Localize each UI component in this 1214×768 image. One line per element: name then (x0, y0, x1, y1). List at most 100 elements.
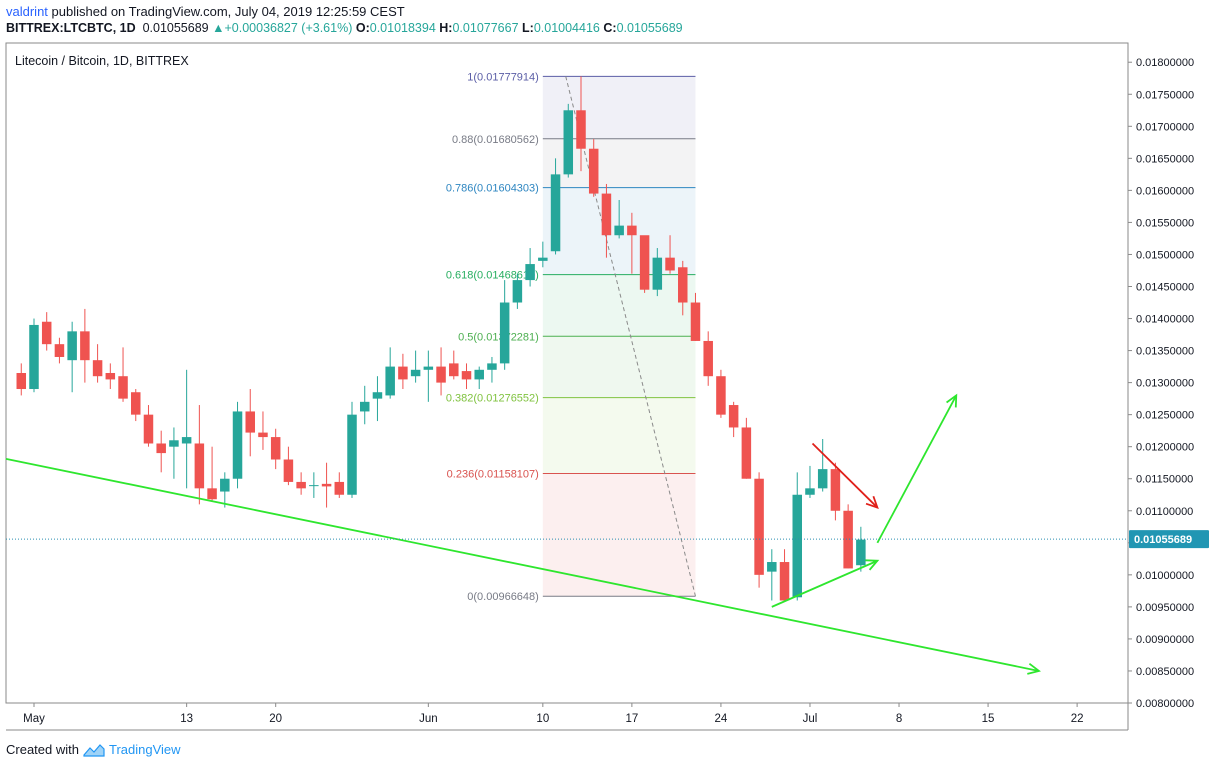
close-label: C: (603, 21, 617, 35)
trendline (811, 442, 879, 509)
fib-band (542, 473, 696, 597)
candle-down (588, 148, 599, 194)
author-link[interactable]: valdrint (6, 4, 48, 19)
candle-down (576, 110, 586, 149)
price-tick-label: 0.01700000 (1136, 121, 1194, 133)
time-axis[interactable]: May 13 20 Jun 10 17 24 Jul 8 15 22 (23, 703, 1084, 725)
current-price-marker: 0.01055689 (6, 530, 1209, 549)
price-tick-label: 0.00900000 (1136, 634, 1194, 646)
price-tick-label: 0.01150000 (1136, 474, 1193, 486)
tradingview-brand[interactable]: TradingView (108, 742, 181, 757)
fib-level-label: 0.786(0.01604303) (446, 183, 539, 195)
candle-up (550, 174, 561, 252)
candle-down (131, 392, 141, 415)
published-text: published on TradingView.com, July 04, 2… (51, 4, 405, 19)
candle-down (703, 340, 713, 377)
trendline (771, 559, 878, 608)
candle-up (817, 469, 828, 489)
price-tick-label: 0.01350000 (1136, 346, 1194, 358)
candle-down (627, 225, 637, 236)
candle-up (614, 225, 624, 236)
up-triangle-icon: ▲ (212, 21, 225, 35)
candle-down (779, 562, 790, 601)
trendline-arrowhead (946, 393, 958, 408)
fib-diagonal-line (565, 76, 696, 597)
candle-down (283, 459, 294, 482)
close-value: 0.01055689 (616, 21, 683, 35)
symbol-name: BITTREX:LTCBTC, 1D (6, 21, 136, 35)
tradingview-logo-icon (83, 743, 105, 757)
footer: Created with TradingView (6, 742, 181, 757)
candle-down (41, 321, 52, 345)
fib-band (542, 336, 696, 398)
candle-up (181, 437, 192, 444)
high-value: 0.01077667 (452, 21, 519, 35)
candle-up (385, 366, 395, 396)
candle-up (232, 411, 243, 479)
price-tick-label: 0.00800000 (1136, 698, 1194, 710)
candle-down (16, 373, 27, 390)
candle-down (245, 411, 255, 433)
time-tick-label: 17 (625, 713, 638, 725)
time-tick-label: 15 (982, 713, 995, 725)
candle-down (54, 344, 65, 357)
candle-down (830, 469, 841, 511)
price-tick-label: 0.01500000 (1136, 249, 1194, 261)
trendline (5, 457, 1040, 672)
time-tick-label: 13 (180, 713, 193, 725)
price-tick-label: 0.01200000 (1136, 442, 1194, 454)
fib-level-label: 0.5(0.01372281) (458, 331, 539, 343)
price-axis[interactable]: 0.01800000 0.01750000 0.01700000 0.01650000… (1128, 57, 1194, 710)
price-tick-label: 0.01100000 (1136, 506, 1193, 518)
price-tick-label: 0.00950000 (1136, 602, 1194, 614)
candle-down (207, 488, 217, 500)
candle-down (270, 437, 281, 460)
price-tick-label: 0.01750000 (1136, 89, 1194, 101)
fib-level-label: 0.236(0.01158107) (447, 469, 539, 481)
time-tick-label: Jun (419, 713, 438, 725)
current-price-label: 0.01055689 (1134, 534, 1192, 546)
open-value: 0.01018394 (369, 21, 436, 35)
change-value: +0.00036827 (+3.61%) (224, 21, 353, 35)
price-tick-label: 0.01400000 (1136, 314, 1194, 326)
high-label: H: (439, 21, 453, 35)
candle-down (461, 371, 472, 380)
fib-level-label: 0.88(0.01680562) (452, 134, 539, 146)
candle-down (321, 483, 332, 487)
symbol-info: BITTREX:LTCBTC, 1D 0.01055689 ▲+0.000368… (6, 21, 683, 35)
time-tick-label: 24 (715, 713, 728, 725)
price-tick-label: 0.01800000 (1136, 57, 1194, 69)
candle-up (410, 369, 421, 377)
candle-up (563, 110, 574, 175)
candle-up (359, 401, 370, 412)
fib-band (542, 274, 696, 337)
candle-up (856, 539, 866, 566)
time-tick-label: May (23, 713, 45, 725)
candle-up (652, 257, 663, 290)
candle-up (512, 280, 523, 303)
fib-level-label: 1(0.01777914) (467, 71, 539, 83)
candle-up (220, 478, 230, 492)
candle-up (792, 494, 803, 598)
trendline (876, 395, 958, 544)
last-price: 0.01055689 (142, 21, 209, 35)
candle-down (398, 366, 408, 380)
time-tick-label: 8 (896, 713, 902, 725)
candle-up (309, 485, 319, 487)
price-tick-label: 0.01550000 (1136, 217, 1194, 229)
candle-down (80, 331, 90, 361)
time-tick-label: 22 (1071, 713, 1084, 725)
candle-down (436, 366, 446, 383)
candle-down (258, 432, 268, 438)
time-tick-label: 10 (536, 713, 549, 725)
trendline-arrowhead (865, 559, 880, 571)
candle-down (449, 363, 459, 377)
candle-up (423, 366, 434, 370)
candle-up (474, 369, 484, 380)
candle-down (843, 510, 853, 569)
price-tick-label: 0.01300000 (1136, 378, 1194, 390)
candle-down (105, 373, 116, 380)
low-value: 0.01004416 (533, 21, 600, 35)
publish-info: valdrint published on TradingView.com, J… (6, 4, 405, 19)
